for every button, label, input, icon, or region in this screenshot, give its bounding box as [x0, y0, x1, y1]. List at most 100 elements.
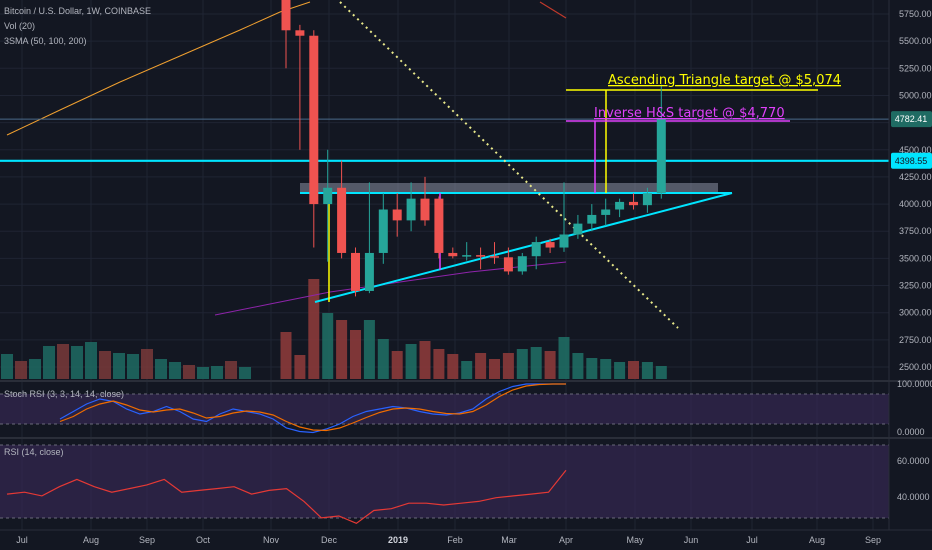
ascending-triangle-label: Ascending Triangle target @ $5,074 [608, 73, 841, 88]
candle-body [351, 252, 360, 291]
price-tick-label: 3250.00 [899, 281, 932, 291]
candle-body [629, 201, 638, 206]
volume-bar [363, 320, 375, 379]
volume-bar [183, 365, 195, 379]
stoch-rsi-tick-label: 0.0000 [897, 427, 925, 437]
volume-bar [225, 361, 237, 379]
volume-bar [641, 362, 653, 379]
time-tick-label: Dec [321, 535, 338, 545]
candle-body [434, 198, 444, 253]
volume-bar [350, 330, 361, 379]
downtrend-line [339, 1, 679, 329]
price-tick-label: 2500.00 [899, 362, 932, 372]
candle-body [420, 198, 430, 221]
volume-bar [29, 359, 41, 379]
time-tick-label: Jul [746, 535, 758, 545]
volume-bar [544, 351, 556, 379]
sma-100-line [539, 1, 567, 19]
time-tick-label: Mar [501, 535, 517, 545]
volume-bar [322, 313, 334, 379]
price-tick-label: 4500.00 [899, 145, 932, 155]
candle-body [295, 30, 305, 36]
price-tick-label: 3500.00 [899, 253, 932, 263]
sma-50-line [6, 1, 311, 136]
resistance-box [300, 183, 718, 192]
candle-body [378, 209, 388, 253]
rsi-series-line [6, 469, 567, 524]
price-tag [891, 111, 932, 128]
volume-bar [655, 366, 667, 379]
price-tick-label: 5250.00 [899, 63, 932, 73]
price-tag-label: 4398.55 [895, 156, 928, 166]
triangle-rising-line [314, 192, 733, 303]
time-tick-label: Aug [83, 535, 99, 545]
rsi-band [0, 445, 889, 518]
symbol-legend[interactable]: Bitcoin / U.S. Dollar, 1W, COINBASE [4, 6, 152, 16]
sma-legend[interactable]: 3SMA (50, 100, 200) [4, 36, 87, 46]
volume-bar [405, 344, 417, 379]
volume-bar [1, 354, 13, 379]
volume-bar [57, 344, 69, 379]
volume-bar [155, 359, 167, 379]
candle-body [642, 193, 652, 206]
time-tick-label: Jun [684, 535, 699, 545]
volume-bar [447, 354, 459, 379]
stoch-rsi-legend[interactable]: Stoch RSI (3, 3, 14, 14, close) [4, 389, 125, 399]
volume-bar [586, 358, 598, 379]
volume-bar [113, 353, 125, 379]
price-tick-label: 5500.00 [899, 36, 932, 46]
volume-bar [127, 354, 139, 379]
time-tick-label: Nov [263, 535, 280, 545]
volume-bar [391, 351, 403, 379]
price-tag [891, 152, 932, 169]
volume-bars [1, 279, 667, 379]
candle-body [448, 252, 458, 257]
candle-body [364, 252, 374, 291]
volume-bar [43, 346, 55, 379]
inverse-hs-label: Inverse H&S target @ $4,770 [594, 106, 785, 121]
price-tag-label: 4782.41 [895, 114, 928, 124]
time-tick-label: May [626, 535, 644, 545]
volume-bar [558, 337, 570, 379]
volume-legend[interactable]: Vol (20) [4, 21, 36, 31]
volume-bar [461, 361, 473, 379]
volume-bar [502, 353, 514, 379]
rsi-legend[interactable]: RSI (14, close) [4, 447, 64, 457]
candle-body [517, 256, 527, 272]
time-tick-label: Feb [447, 535, 463, 545]
price-axis: 5750.005500.005250.005000.004750.004500.… [0, 0, 932, 531]
volume-bar [294, 355, 306, 379]
time-tick-label: Oct [196, 535, 211, 545]
volume-bar [85, 342, 97, 379]
time-tick-label: Sep [865, 535, 881, 545]
price-tick-label: 3000.00 [899, 308, 932, 318]
candles [281, 0, 666, 297]
volume-bar [197, 367, 209, 379]
volume-bar [239, 367, 251, 379]
annotation-labels: Ascending Triangle target @ $5,074 Invers… [594, 73, 841, 121]
volume-bar [600, 359, 612, 379]
time-tick-label: 2019 [388, 535, 408, 545]
candle-body [587, 214, 597, 224]
time-tick-label: Apr [559, 535, 573, 545]
candle-body [309, 35, 319, 205]
price-tick-label: 5750.00 [899, 9, 932, 19]
candle-body [503, 257, 513, 272]
candle-body [490, 256, 499, 258]
candle-body [392, 209, 402, 221]
volume-bar [489, 359, 500, 379]
volume-bar [15, 361, 27, 379]
candle-body [406, 198, 416, 221]
time-tick-label: Aug [809, 535, 825, 545]
candle-body [601, 209, 611, 215]
price-tick-label: 2750.00 [899, 335, 932, 345]
volume-bar [475, 353, 487, 379]
candle-body [615, 201, 625, 210]
volume-bar [99, 351, 111, 379]
candle-body [323, 187, 333, 205]
candle-body [531, 242, 541, 257]
volume-bar [377, 339, 389, 379]
volume-bar [169, 362, 181, 379]
price-tick-label: 4250.00 [899, 172, 932, 182]
